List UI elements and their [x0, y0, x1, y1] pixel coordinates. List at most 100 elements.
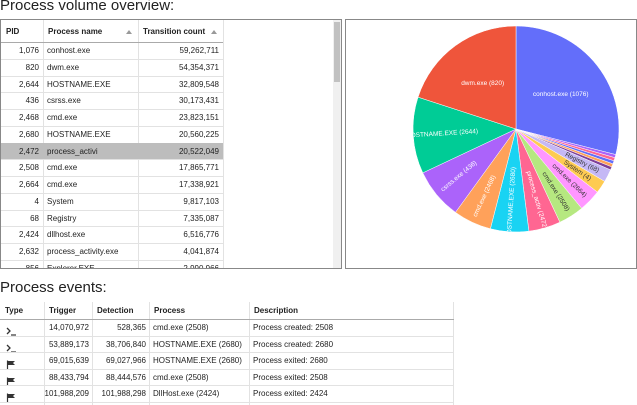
- column-divider: [44, 302, 45, 405]
- sort-arrow[interactable]: [211, 30, 217, 34]
- table-cell[interactable]: 17,338,921: [178, 180, 219, 189]
- table-cell[interactable]: 2,424: [18, 230, 39, 240]
- table-cell[interactable]: 1,076: [18, 46, 39, 55]
- column-divider: [223, 20, 224, 268]
- table-cell[interactable]: Process created: 2508: [253, 323, 334, 332]
- column-header[interactable]: PID: [6, 27, 20, 36]
- table-cell[interactable]: 2,632: [18, 247, 39, 256]
- table-cell[interactable]: DllHost.exe (2424): [153, 389, 220, 398]
- table-cell[interactable]: process_activi: [47, 146, 98, 156]
- table-cell[interactable]: HOSTNAME.EXE (2680): [153, 339, 242, 349]
- events-table: Type Trigger Detection Process Description 14…: [0, 300, 454, 405]
- table-cell[interactable]: dwm.exe: [47, 62, 80, 72]
- pie-chart: conhost.exe (1076)Registry (68)System (4…: [406, 25, 620, 240]
- pie-panel: conhost.exe (1076) Registry (68) System (4…: [345, 19, 637, 269]
- table-cell[interactable]: 820: [25, 62, 39, 72]
- table-cell[interactable]: 528,365: [117, 323, 146, 332]
- table-cell[interactable]: 59,262,711: [179, 46, 219, 55]
- table-cell[interactable]: 2,644: [18, 79, 39, 89]
- table-cell[interactable]: cmd.exe: [47, 163, 78, 173]
- table-cell[interactable]: Process created: 2680: [253, 339, 334, 349]
- scrollbar-thumb[interactable]: [334, 22, 340, 82]
- header-line: [1, 42, 223, 43]
- table-cell[interactable]: cmd.exe: [47, 113, 78, 122]
- scrollbar[interactable]: [333, 20, 341, 268]
- table-cell[interactable]: Process exited: 2508: [253, 372, 328, 382]
- row-line: [1, 159, 223, 161]
- row-line: [0, 335, 454, 337]
- row-line: [0, 401, 454, 403]
- event-type-icon: [6, 389, 18, 402]
- pie-slice: [412, 96, 517, 174]
- column-header[interactable]: Transition count: [143, 27, 206, 36]
- table-cell[interactable]: cmd.exe (2508): [153, 323, 209, 332]
- table-cell[interactable]: 69,015,639: [48, 356, 89, 365]
- table-cell[interactable]: 20,560,225: [178, 129, 219, 139]
- table-cell[interactable]: cmd.exe (2508): [153, 372, 209, 382]
- table-cell[interactable]: Explorer.EXE: [47, 263, 95, 269]
- table-cell[interactable]: 54,354,371: [178, 62, 219, 72]
- table-cell[interactable]: 2,664: [18, 180, 39, 189]
- terminal-icon: [6, 327, 16, 336]
- sort-arrow[interactable]: [126, 30, 132, 34]
- table-cell[interactable]: HOSTNAME.EXE: [47, 129, 111, 139]
- table-cell[interactable]: 436: [25, 96, 39, 106]
- table-cell[interactable]: 2,990,966: [183, 263, 219, 269]
- event-type-icon: [6, 323, 18, 336]
- table-cell[interactable]: dllhost.exe: [47, 230, 86, 240]
- table-cell[interactable]: Process exited: 2680: [253, 356, 328, 365]
- row-line: [1, 75, 223, 77]
- table-cell[interactable]: 4,041,874: [183, 247, 219, 256]
- table-cell[interactable]: System: [47, 196, 74, 206]
- slice-label: HOSTNAME.EXE (2680): [506, 167, 518, 240]
- table-cell[interactable]: 88,433,794: [48, 372, 89, 382]
- table-cell[interactable]: 68: [30, 213, 39, 223]
- table-cell[interactable]: 856: [25, 263, 39, 269]
- table-cell[interactable]: 9,817,103: [183, 196, 219, 206]
- table-cell[interactable]: Registry: [47, 213, 77, 223]
- table-cell[interactable]: 7,335,087: [183, 213, 219, 223]
- column-header[interactable]: Process name: [48, 27, 103, 36]
- table-cell[interactable]: 69,027,966: [105, 356, 146, 365]
- table-cell[interactable]: 2,508: [18, 163, 39, 173]
- table-cell[interactable]: 17,865,771: [178, 163, 219, 173]
- table-cell[interactable]: HOSTNAME.EXE (2680): [153, 356, 242, 365]
- row-line: [1, 192, 223, 194]
- table-cell[interactable]: csrss.exe: [47, 96, 81, 106]
- column-header[interactable]: Type: [5, 306, 24, 315]
- table-cell[interactable]: 14,070,972: [48, 323, 89, 332]
- table-cell[interactable]: 101,988,209: [44, 389, 90, 398]
- section-title: Process events:: [0, 279, 107, 296]
- table-cell[interactable]: Process exited: 2424: [253, 389, 328, 398]
- column-header[interactable]: Trigger: [49, 306, 77, 315]
- table-cell[interactable]: 30,173,431: [178, 96, 219, 106]
- table-cell[interactable]: 2,468: [18, 113, 39, 122]
- section-title: Process volume overview:: [0, 0, 175, 14]
- row-line: [0, 368, 454, 370]
- table-cell[interactable]: conhost.exe: [47, 46, 91, 55]
- flag-icon: [6, 377, 15, 386]
- column-header[interactable]: Description: [254, 306, 299, 315]
- table-cell[interactable]: 32,809,548: [178, 79, 219, 89]
- flag-icon: [6, 360, 15, 369]
- table-cell[interactable]: 101,988,298: [101, 389, 147, 398]
- row-line: [1, 125, 223, 127]
- row-line: [1, 209, 223, 211]
- selected-row: [1, 142, 223, 160]
- table-cell[interactable]: HOSTNAME.EXE: [47, 79, 111, 89]
- column-header[interactable]: Detection: [97, 306, 134, 315]
- table-cell[interactable]: 6,516,776: [183, 230, 219, 240]
- column-header[interactable]: Process: [154, 306, 186, 315]
- table-cell[interactable]: 2,680: [18, 129, 39, 139]
- table-cell[interactable]: 23,823,151: [178, 113, 219, 122]
- table-cell[interactable]: 4: [34, 196, 39, 206]
- table-cell[interactable]: 38,706,840: [105, 339, 146, 349]
- volume-table: PID Process name Transition count 1,076 conh…: [0, 19, 342, 269]
- table-cell[interactable]: 53,889,173: [48, 339, 89, 349]
- flag-icon: [6, 393, 15, 402]
- table-cell[interactable]: cmd.exe: [47, 180, 78, 189]
- table-cell[interactable]: 2,472: [18, 146, 39, 156]
- table-cell[interactable]: 20,522,049: [178, 146, 219, 156]
- table-cell[interactable]: 88,444,576: [105, 372, 146, 382]
- table-cell[interactable]: process_activity.exe: [47, 247, 119, 256]
